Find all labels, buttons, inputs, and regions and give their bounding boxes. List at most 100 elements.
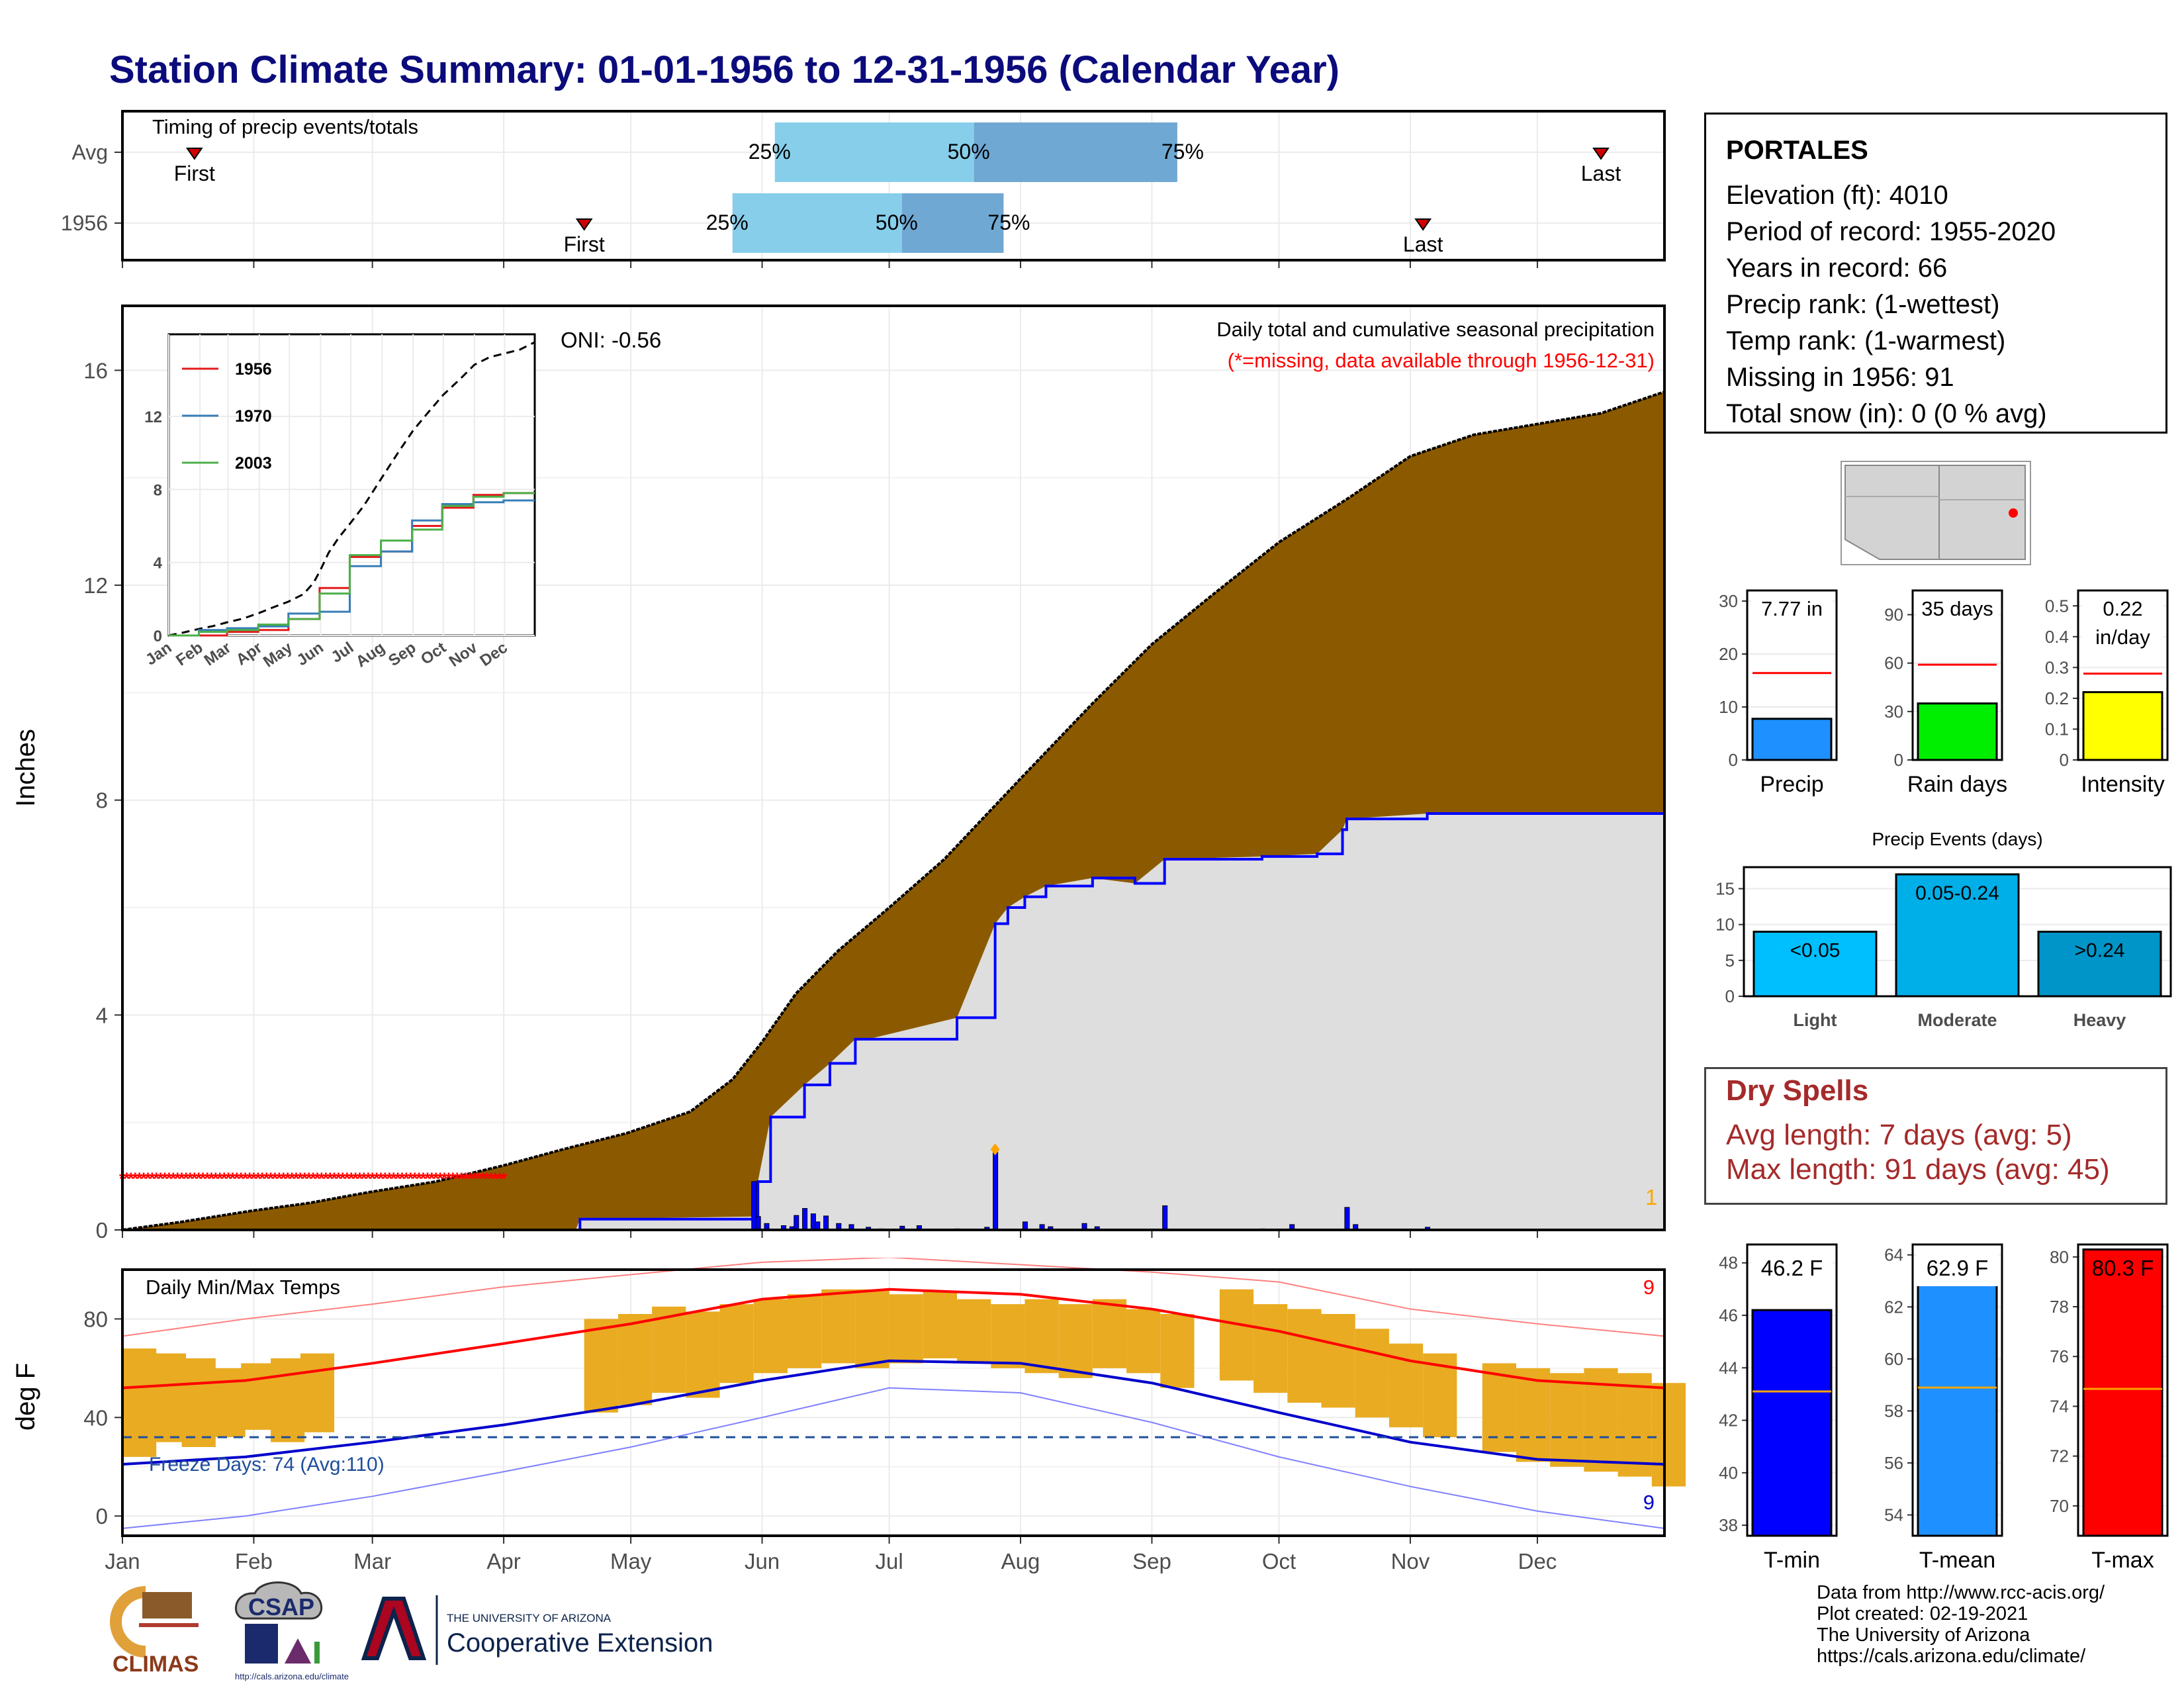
daily-temp-bar <box>122 1348 157 1457</box>
missing-day-marker: * <box>377 1168 385 1188</box>
station-elevation: Elevation (ft): 4010 <box>1726 181 1948 210</box>
dry-spells-box: Dry Spells Avg length: 7 days (avg: 5) M… <box>1704 1067 2167 1205</box>
missing-day-marker: * <box>183 1168 190 1188</box>
missing-day-marker: * <box>356 1168 363 1188</box>
csap-logo: CSAP http://cals.arizona.edu/climate <box>235 1581 349 1681</box>
summary-value-label: 35 days <box>1921 597 1993 620</box>
credit-url: https://cals.arizona.edu/climate/ <box>1817 1646 2086 1667</box>
temp-ytick-label: 80 <box>83 1307 108 1331</box>
daily-temp-bar <box>241 1363 275 1430</box>
summary-xlabel: Intensity <box>2081 772 2165 797</box>
timing-title: Timing of precip events/totals <box>152 115 418 138</box>
timing-bar-50-75 <box>901 193 1004 253</box>
missing-day-marker: * <box>318 1168 326 1188</box>
temp-ytick-label: 40 <box>83 1405 108 1430</box>
missing-day-marker: * <box>259 1168 266 1188</box>
daily-temp-bar <box>889 1294 923 1364</box>
dry-spells-title: Dry Spells <box>1726 1074 1869 1107</box>
events-bar-moderate <box>1895 873 2020 998</box>
daily-precip-bar <box>794 1215 799 1231</box>
station-name: PORTALES <box>1726 136 1868 165</box>
missing-day-marker: * <box>140 1168 148 1188</box>
missing-day-marker: * <box>280 1168 287 1188</box>
missing-day-marker: * <box>420 1168 427 1188</box>
temp-frame <box>121 1268 1666 1537</box>
max-daily-marker <box>990 1143 1000 1156</box>
precip-corner-label: 1 <box>1645 1185 1657 1209</box>
missing-day-marker: * <box>306 1168 313 1188</box>
missing-day-marker: * <box>475 1168 482 1188</box>
daily-temp-bar <box>1092 1299 1127 1368</box>
missing-day-marker: * <box>467 1168 474 1188</box>
station-snow: Total snow (in): 0 (0 % avg) <box>1726 399 2047 428</box>
missing-day-marker: * <box>322 1168 330 1188</box>
timing-bar-25-50 <box>774 122 974 182</box>
inset-legend-label: 2003 <box>235 454 272 473</box>
missing-day-marker: * <box>407 1168 414 1188</box>
missing-day-marker: * <box>225 1168 232 1188</box>
events-category-label: Heavy <box>2073 1010 2126 1030</box>
summary-frame <box>2077 1243 2169 1537</box>
missing-day-marker: * <box>458 1168 465 1188</box>
precip-title: Daily total and cumulative seasonal prec… <box>1216 318 1655 341</box>
missing-day-marker: * <box>238 1168 245 1188</box>
precip-ytick-label: 8 <box>96 788 108 813</box>
oni-value: ONI: -0.56 <box>561 328 661 352</box>
station-precip-rank: Precip rank: (1-wettest) <box>1726 290 2000 319</box>
missing-day-marker: * <box>149 1168 156 1188</box>
daily-temp-bar <box>1321 1314 1355 1408</box>
inset-plot-area <box>167 333 536 637</box>
daily-temp-bar <box>1024 1299 1059 1374</box>
timing-frame <box>121 110 1666 261</box>
summary-value-label: in/day <box>2095 626 2150 649</box>
missing-day-marker: * <box>335 1168 342 1188</box>
events-category-label: Light <box>1794 1010 1837 1030</box>
locator-map <box>1841 461 2031 565</box>
temp-summary-value-label: 62.9 F <box>1927 1256 1989 1280</box>
credit-plot-date: Plot created: 02-19-2021 <box>1817 1603 2028 1624</box>
temp-month-label: Mar <box>353 1549 391 1573</box>
ua-line2: Cooperative Extension <box>447 1628 713 1658</box>
precip-ytick-label: 16 <box>83 358 108 383</box>
dry-spells-avg: Avg length: 7 days (avg: 5) <box>1726 1119 2072 1151</box>
daily-temp-bar <box>787 1294 822 1368</box>
summary-value-box <box>2082 594 2163 654</box>
freeze-days-label: Freeze Days: 74 (Avg:110) <box>149 1454 385 1476</box>
summary-ytick-label: 64 <box>1884 1245 1903 1265</box>
missing-day-marker: * <box>144 1168 152 1188</box>
missing-day-marker: * <box>250 1168 257 1188</box>
missing-day-marker: * <box>398 1168 406 1188</box>
inset-ytick-label: 12 <box>144 408 162 426</box>
events-ytick-label: 10 <box>1715 915 1735 935</box>
missing-day-marker: * <box>216 1168 224 1188</box>
daily-temp-bar <box>1355 1329 1389 1418</box>
summary-bar-t-mean <box>1917 1282 1998 1537</box>
missing-day-marker: * <box>267 1168 275 1188</box>
missing-day-marker: * <box>340 1168 347 1188</box>
timing-row-label: 1956 <box>61 211 108 235</box>
timing-last-label: Last <box>1581 162 1621 185</box>
inset-ytick-label: 0 <box>154 628 162 645</box>
missing-day-marker: * <box>390 1168 398 1188</box>
precip-ytick-label: 4 <box>96 1003 108 1027</box>
missing-day-marker: * <box>136 1168 144 1188</box>
summary-bar-t-min <box>1751 1309 1833 1537</box>
summary-frame <box>1746 1243 1838 1537</box>
events-bar-label: 0.05-0.24 <box>1915 882 1999 904</box>
missing-day-marker: * <box>170 1168 177 1188</box>
missing-day-marker: * <box>271 1168 279 1188</box>
missing-day-marker: * <box>255 1168 262 1188</box>
daily-temp-bar <box>300 1353 335 1432</box>
temp-month-label: Jan <box>105 1549 140 1573</box>
missing-day-marker: * <box>297 1168 304 1188</box>
missing-day-marker: * <box>293 1168 300 1188</box>
summary-frame <box>1911 589 2003 761</box>
summary-ytick-label: 0 <box>1894 750 1903 770</box>
station-temp-rank: Temp rank: (1-warmest) <box>1726 326 2006 355</box>
missing-day-marker: * <box>161 1168 169 1188</box>
missing-day-marker: * <box>221 1168 228 1188</box>
daily-precip-bar <box>1162 1205 1168 1231</box>
tmax-avg-line <box>122 1288 1665 1389</box>
summary-value-label: 7.77 in <box>1761 597 1823 620</box>
temp-month-label: Nov <box>1391 1549 1430 1573</box>
